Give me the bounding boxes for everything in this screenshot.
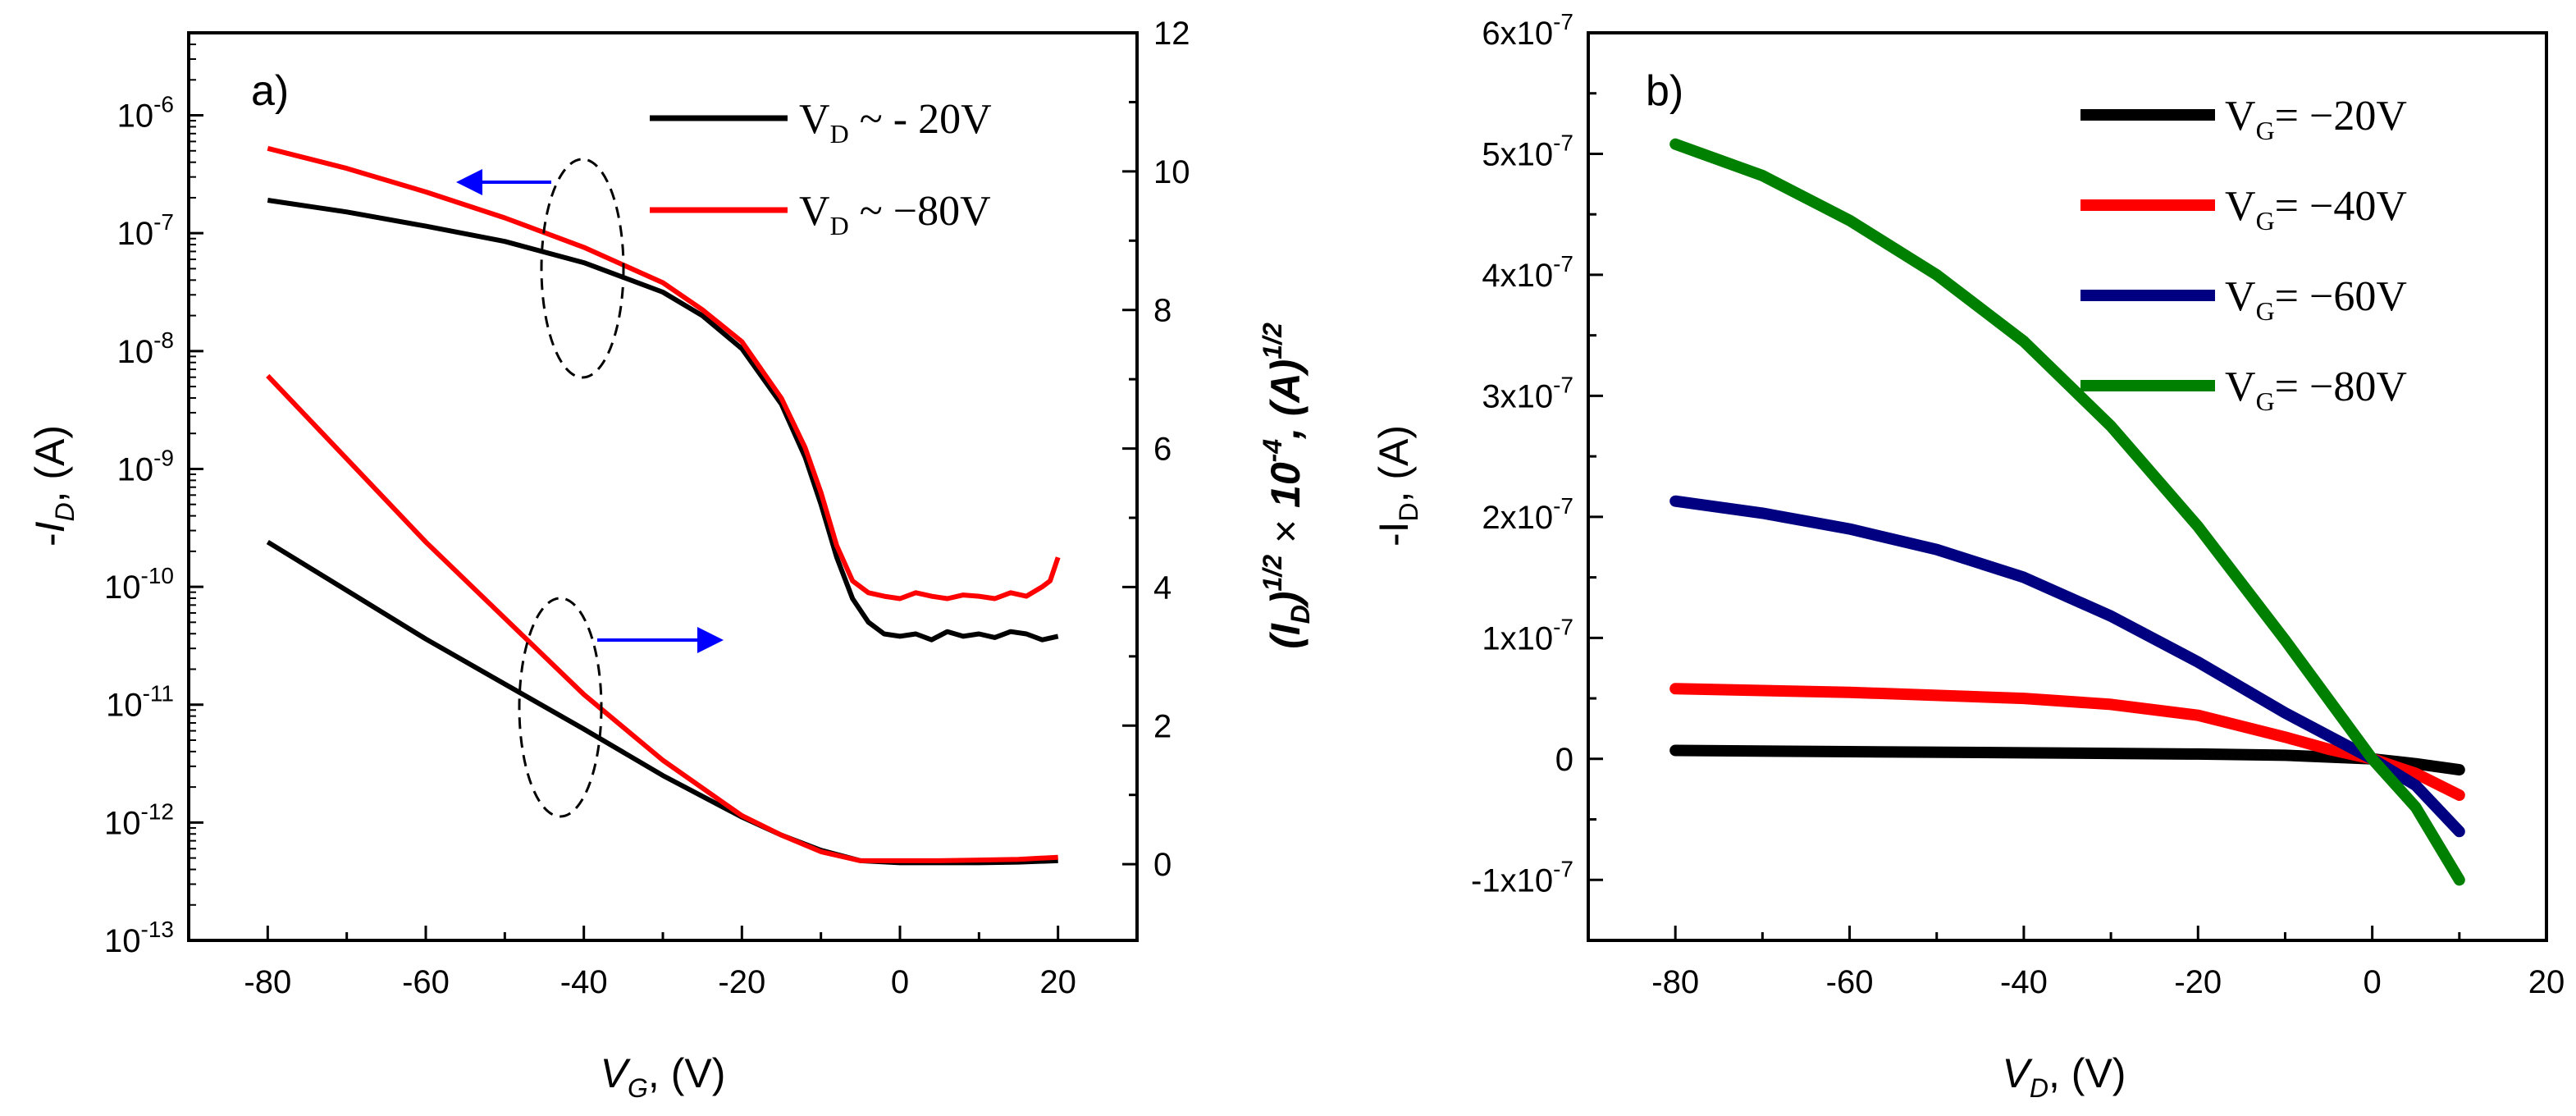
y-left-tick-label: 10-10 <box>104 563 174 606</box>
series-line <box>1669 138 2465 886</box>
y-left-tick-label: 10-9 <box>117 445 174 487</box>
y-left-tick-label: 10-8 <box>117 327 174 370</box>
x-tick-label: -40 <box>560 964 608 1000</box>
y-tick-label: 4x10-7 <box>1482 251 1573 294</box>
series-line <box>1669 495 2465 838</box>
legend-label: VD ~ −80V <box>799 188 991 240</box>
legend-label: VG= −20V <box>2225 93 2407 145</box>
x-tick-label: 0 <box>2364 964 2382 1000</box>
series-line <box>1669 744 2465 776</box>
y-tick-label: 3x10-7 <box>1482 372 1573 414</box>
panel-b-chart: -80 -60 -40 -20 0 20 -1x10-7 0 1x10-7 2x10-7 3x10-… <box>1371 9 2565 1103</box>
y-left-tick-label: 10-6 <box>117 92 174 135</box>
panel-b-x-axis-title: VD, (V) <box>2003 1050 2126 1103</box>
panel-a-legend-entry-1: VD ~ - 20V <box>650 96 992 149</box>
y-right-tick-label: 10 <box>1153 154 1190 190</box>
x-tick-label: -60 <box>402 964 450 1000</box>
panel-a-annotations <box>456 158 724 818</box>
panel-a-ticks: -80 -60 -40 -20 0 2010-610-710-810-910-1010-1… <box>104 16 1190 1000</box>
panel-a-sqrt-series <box>266 373 1058 866</box>
panel-b-label: b) <box>1646 67 1683 115</box>
panel-b-legend-entry-4: VG= −80V <box>2080 364 2407 416</box>
panel-a-legend: VD ~ - 20V VD ~ −80V <box>650 96 992 240</box>
y-right-tick-label: 2 <box>1153 708 1172 744</box>
legend-label: VG= −80V <box>2225 364 2407 416</box>
legend-label: VG= −60V <box>2225 273 2407 326</box>
panel-b-legend: VG= −20V VG= −40V VG= −60V VG= −80V <box>2080 93 2407 416</box>
x-tick-label: 0 <box>891 964 909 1000</box>
dashed-ellipse-lower <box>518 597 603 818</box>
dashed-ellipse-upper <box>540 158 625 379</box>
y-left-tick-label: 10-12 <box>104 798 174 841</box>
y-tick-label: -1x10-7 <box>1471 856 1573 899</box>
panel-a-x-axis-title: VG, (V) <box>601 1050 726 1103</box>
x-tick-label: -80 <box>244 964 291 1000</box>
series-line <box>266 373 1058 863</box>
y-tick-label: 6x10-7 <box>1482 9 1573 52</box>
y-right-tick-label: 12 <box>1153 16 1190 52</box>
panel-a-label: a) <box>251 67 289 115</box>
y-right-tick-label: 6 <box>1153 432 1172 468</box>
x-tick-label: -20 <box>2174 964 2222 1000</box>
y-tick-label: 5x10-7 <box>1482 130 1573 172</box>
series-line <box>266 539 1058 866</box>
y-right-tick-label: 8 <box>1153 293 1172 329</box>
panel-a-legend-entry-2: VD ~ −80V <box>650 188 991 240</box>
series-line <box>267 198 1059 643</box>
panel-b-legend-entry-3: VG= −60V <box>2080 273 2407 326</box>
panel-a-plot-frame <box>187 31 1139 942</box>
panel-a-right-axis-title: (ID)1/2 × 10-4, (A)1/2 <box>1258 322 1315 649</box>
panel-b-legend-entry-1: VG= −20V <box>2080 93 2407 145</box>
y-tick-label: 0 <box>1555 742 1573 778</box>
series-line <box>267 145 1061 601</box>
panel-b-y-axis-title: -ID, (A) <box>1371 425 1423 547</box>
legend-label: VG= −40V <box>2225 183 2407 236</box>
panel-b-plot-frame <box>1587 31 2548 942</box>
panel-b-legend-entry-2: VG= −40V <box>2080 183 2407 236</box>
x-tick-label: -60 <box>1826 964 1874 1000</box>
y-left-tick-label: 10-13 <box>104 917 174 959</box>
y-tick-label: 2x10-7 <box>1482 493 1573 536</box>
panel-a-left-axis-title: -ID, (A) <box>27 425 80 547</box>
y-left-tick-label: 10-7 <box>117 209 174 252</box>
panel-a-log-series <box>267 145 1061 643</box>
y-left-tick-label: 10-11 <box>106 681 174 724</box>
panel-b-ticks: -80 -60 -40 -20 0 20 -1x10-7 0 1x10-7 2x10-7 3x10-… <box>1471 9 2565 1000</box>
x-tick-label: 20 <box>2528 964 2565 1000</box>
x-tick-label: 20 <box>1039 964 1076 1000</box>
panel-b-series <box>1669 138 2465 886</box>
y-tick-label: 1x10-7 <box>1482 614 1573 656</box>
y-right-tick-label: 4 <box>1153 569 1172 606</box>
x-tick-label: -20 <box>718 964 765 1000</box>
x-tick-label: -40 <box>2000 964 2048 1000</box>
x-tick-label: -80 <box>1651 964 1699 1000</box>
panel-a-chart: -80 -60 -40 -20 0 2010-610-710-810-910-1010-1… <box>27 16 1315 1103</box>
legend-label: VD ~ - 20V <box>799 96 992 149</box>
y-right-tick-label: 0 <box>1153 847 1172 883</box>
